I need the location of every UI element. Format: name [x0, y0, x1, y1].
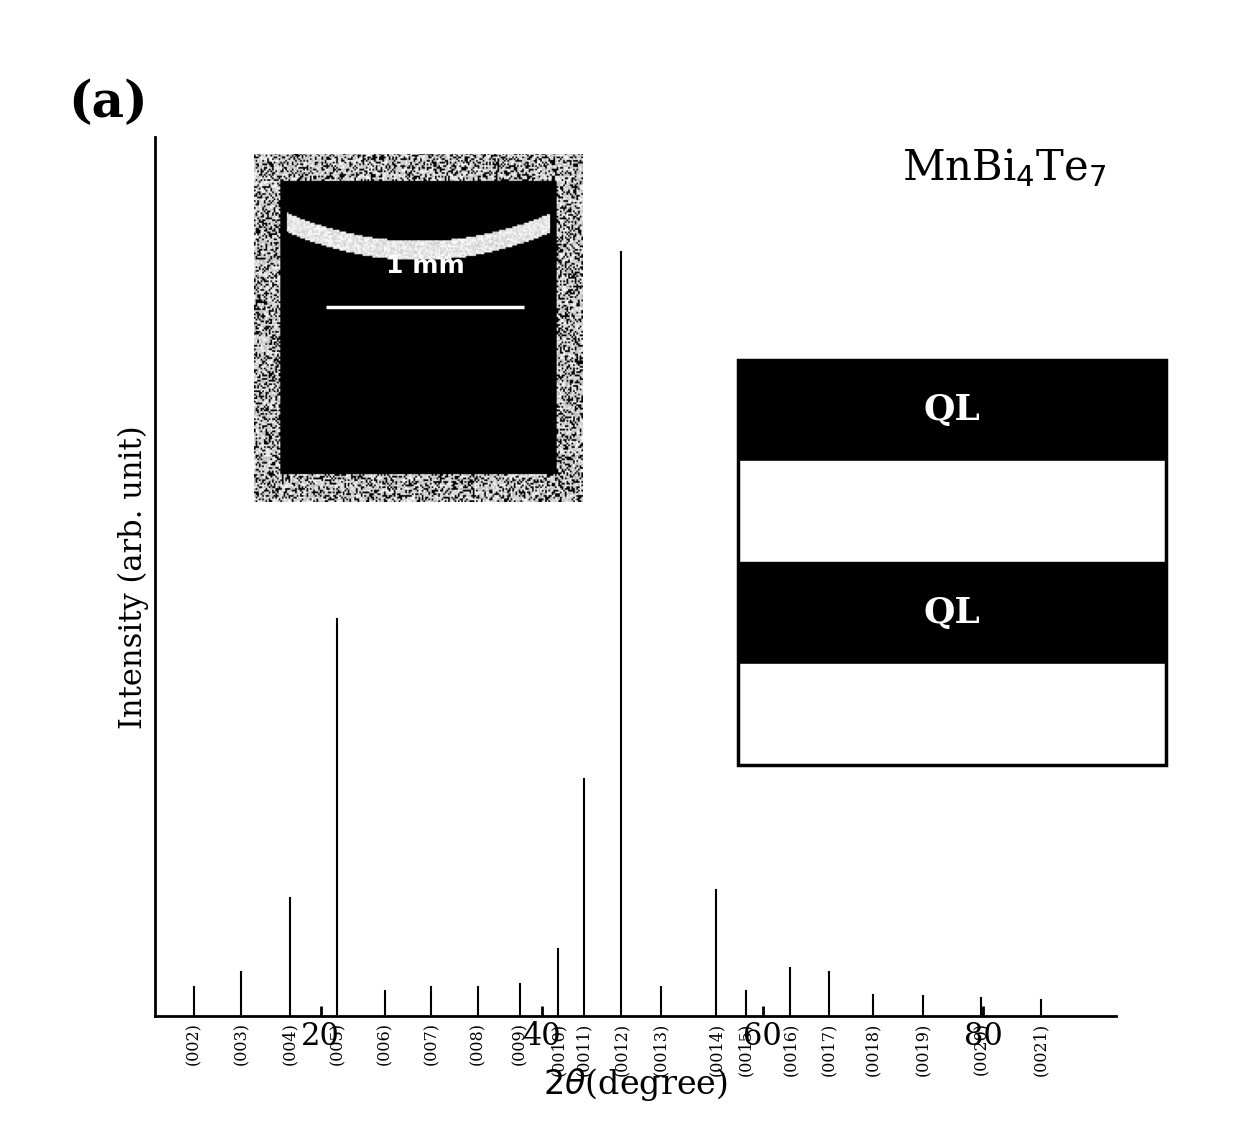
Text: (003): (003)	[233, 1022, 249, 1065]
Bar	[738, 360, 1166, 461]
Text: (006): (006)	[376, 1022, 393, 1065]
Text: (008): (008)	[469, 1022, 486, 1065]
Text: (002): (002)	[185, 1022, 202, 1065]
Text: (0018): (0018)	[864, 1022, 882, 1076]
Text: (0013): (0013)	[652, 1022, 670, 1076]
Text: (0021): (0021)	[1033, 1022, 1049, 1076]
Text: (a): (a)	[68, 79, 148, 128]
Text: (0012): (0012)	[613, 1022, 630, 1076]
Text: (005): (005)	[329, 1022, 346, 1065]
X-axis label: $2\theta$(degree): $2\theta$(degree)	[543, 1067, 728, 1103]
Text: (0019): (0019)	[914, 1022, 931, 1076]
Bar	[738, 562, 1166, 664]
Text: (0015): (0015)	[738, 1022, 754, 1076]
Text: (0011): (0011)	[575, 1022, 591, 1076]
Text: QL: QL	[924, 596, 980, 630]
Text: QL: QL	[924, 393, 980, 427]
Text: (0016): (0016)	[781, 1022, 799, 1076]
Text: (0010): (0010)	[549, 1022, 567, 1076]
Bar	[738, 664, 1166, 765]
Y-axis label: Intensity (arb. unit): Intensity (arb. unit)	[118, 425, 150, 729]
Text: 1 mm: 1 mm	[386, 254, 465, 278]
Bar	[738, 461, 1166, 562]
Text: MnBi$_4$Te$_7$: MnBi$_4$Te$_7$	[903, 146, 1106, 188]
Text: (0014): (0014)	[708, 1022, 724, 1076]
Text: (007): (007)	[423, 1022, 440, 1065]
Text: (0020): (0020)	[972, 1022, 990, 1076]
Text: (004): (004)	[281, 1022, 299, 1065]
Text: (009): (009)	[511, 1022, 528, 1065]
Text: (0017): (0017)	[821, 1022, 837, 1076]
